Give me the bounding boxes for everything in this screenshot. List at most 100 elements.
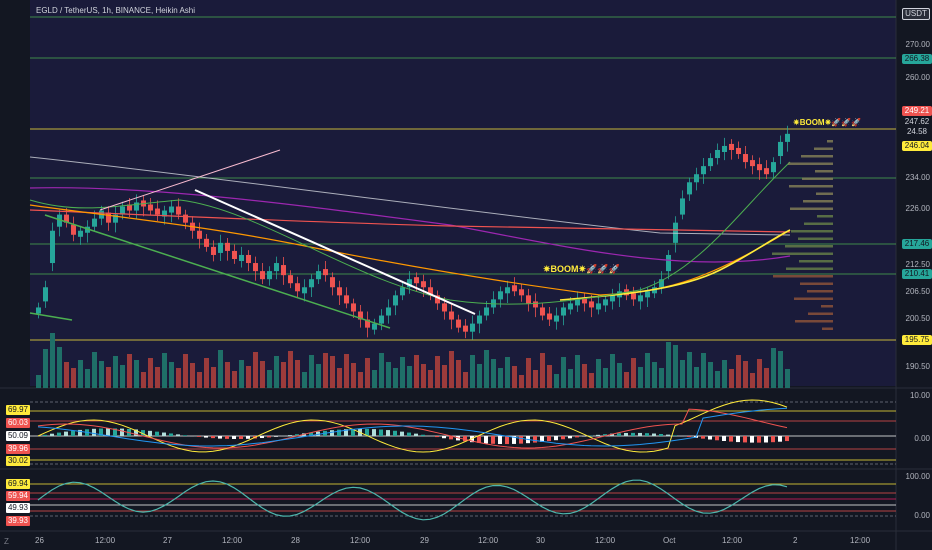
volume-bar — [561, 357, 566, 388]
candle-body — [323, 269, 328, 276]
candle-body — [449, 311, 454, 320]
volume-bar — [379, 353, 384, 388]
histogram-bar — [120, 428, 124, 436]
histogram-bar — [750, 436, 754, 443]
volume-bar — [92, 352, 97, 388]
price-tick: 206.50 — [905, 287, 930, 296]
volume-bar — [239, 360, 244, 388]
histogram-bar — [638, 432, 642, 436]
volume-bar — [631, 358, 636, 388]
candle-body — [204, 238, 209, 247]
price-tag: 24.58 — [906, 127, 928, 136]
candle-body — [498, 291, 503, 300]
volume-bar — [659, 368, 664, 388]
candle-body — [736, 147, 741, 155]
histogram-bar — [449, 436, 453, 440]
histogram-bar — [211, 436, 215, 439]
histogram-bar — [372, 429, 376, 436]
volume-bar — [393, 368, 398, 388]
volume-bar — [449, 351, 454, 388]
candle-body — [148, 204, 153, 211]
volume-bar — [687, 352, 692, 388]
histogram-bar — [365, 428, 369, 436]
chart-title: EGLD / TetherUS, 1h, BINANCE, Heikin Ash… — [36, 6, 196, 15]
volume-profile-bar — [799, 260, 833, 263]
histogram-bar — [715, 436, 719, 441]
volume-bar — [512, 366, 517, 388]
histogram-bar — [596, 434, 600, 436]
currency-badge[interactable]: USDT — [902, 8, 930, 20]
histogram-bar — [540, 436, 544, 442]
candle-body — [225, 242, 230, 251]
histogram-bar — [743, 436, 747, 443]
candle-body — [379, 315, 384, 324]
volume-bar — [771, 348, 776, 388]
volume-bar — [64, 362, 69, 388]
candle-body — [253, 263, 258, 272]
volume-bar — [533, 370, 538, 388]
indicator1-line-blue — [37, 407, 788, 447]
candle-body — [337, 287, 342, 296]
volume-bar — [722, 360, 727, 388]
volume-bar — [638, 367, 643, 388]
histogram-bar — [267, 436, 271, 438]
candle-body — [428, 287, 433, 296]
candle-body — [407, 279, 412, 288]
candle-body — [169, 206, 174, 213]
volume-bar — [232, 371, 237, 388]
volume-bar — [491, 359, 496, 388]
volume-profile-bar — [800, 282, 833, 285]
candle-body — [78, 230, 83, 237]
histogram-bar — [204, 436, 208, 438]
volume-bar — [386, 362, 391, 388]
volume-bar — [50, 333, 55, 388]
candle-body — [330, 277, 335, 288]
volume-bar — [428, 370, 433, 388]
volume-profile-bar — [814, 147, 833, 150]
histogram-bar — [218, 436, 222, 439]
candle-body — [771, 162, 776, 173]
histogram-bar — [624, 432, 628, 436]
volume-bar — [701, 353, 706, 388]
histogram-bar — [197, 436, 201, 437]
indicator2-level-tag: 49.93 — [6, 503, 30, 513]
histogram-bar — [477, 436, 481, 443]
histogram-bar — [148, 430, 152, 436]
candle-body — [785, 133, 790, 142]
histogram-bar — [134, 429, 138, 436]
candle-body — [750, 160, 755, 167]
indicator1-level-tag: 39.96 — [6, 444, 30, 454]
volume-profile-bar — [801, 155, 833, 158]
candle-body — [638, 295, 643, 302]
histogram-bar — [463, 436, 467, 442]
volume-profile-bar — [802, 177, 833, 180]
candle-body — [519, 289, 524, 296]
volume-bar — [743, 361, 748, 388]
candle-body — [57, 214, 62, 227]
candle-body — [701, 166, 706, 175]
candle-body — [183, 214, 188, 223]
histogram-bar — [239, 436, 243, 439]
time-tick: 30 — [536, 536, 545, 545]
candle-body — [197, 230, 202, 239]
candle-body — [162, 210, 167, 217]
candle-body — [715, 149, 720, 159]
histogram-bar — [141, 430, 145, 436]
volume-bar — [568, 369, 573, 388]
volume-bar — [351, 363, 356, 388]
time-tick: 2 — [793, 536, 798, 545]
timezone-corner[interactable]: Z — [4, 537, 9, 546]
histogram-bar — [757, 436, 761, 443]
volume-bar — [463, 372, 468, 388]
histogram-bar — [169, 433, 173, 436]
volume-profile-bar — [790, 207, 833, 210]
candle-body — [295, 283, 300, 292]
histogram-bar — [533, 436, 537, 443]
candle-body — [414, 277, 419, 284]
indicator1-line-red — [37, 408, 788, 449]
volume-bar — [694, 367, 699, 388]
histogram-bar — [274, 436, 278, 437]
volume-bar — [246, 366, 251, 388]
